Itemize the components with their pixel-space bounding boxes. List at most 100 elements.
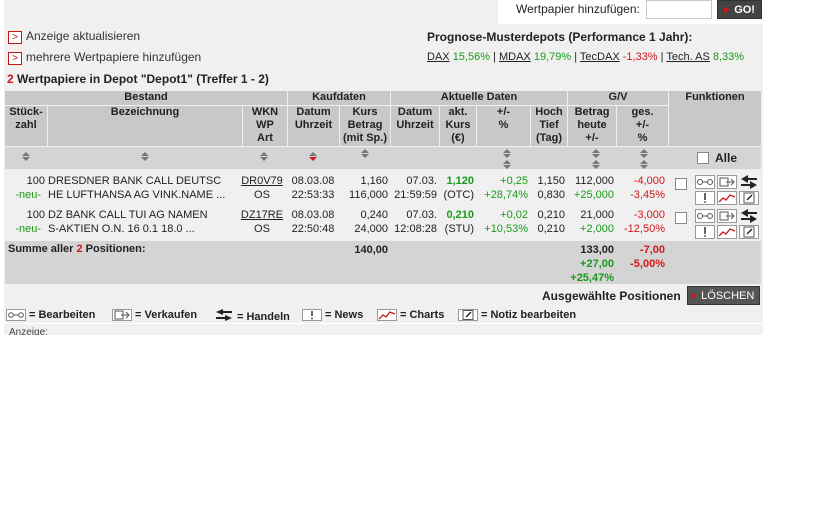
depot-title: 2 Wertpapiere in Depot "Depot1" (Treffer… (7, 72, 269, 86)
play-arrow-icon: ▶ (691, 291, 698, 300)
index-link-tech-as[interactable]: Tech. AS (666, 51, 710, 63)
note-edit-icon[interactable] (739, 225, 759, 239)
summary-ges-pct: -5,00% (630, 258, 665, 270)
note-edit-icon[interactable] (739, 191, 759, 205)
row-kauf-betrag: 24,000 (354, 223, 388, 235)
news-icon[interactable] (695, 225, 715, 239)
sort-arrows-icon[interactable] (640, 149, 649, 169)
row-akt-time: 12:08:28 (394, 223, 437, 235)
edit-icon[interactable] (695, 175, 715, 189)
col-header-wkn: WKN WP Art (243, 106, 287, 146)
group-header-bestand: Bestand (5, 91, 287, 105)
row-betrag-diff: +25,000 (573, 189, 614, 201)
summary-kauf-total: 140,00 (354, 244, 388, 256)
row-akt-date: 07.03. (406, 209, 437, 221)
col-header-plusminus: +/- % (477, 106, 530, 146)
row-diff: +0,25 (500, 175, 528, 187)
row-diff-pct: +28,74% (484, 189, 528, 201)
col-header-kauf-datum: Datum Uhrzeit (288, 106, 339, 146)
row-name-line2[interactable]: S-AKTIEN O.N. 16 0.1 18.0 ... (48, 223, 195, 235)
sort-arrows-icon[interactable] (260, 152, 269, 161)
row-select-checkbox[interactable] (675, 212, 687, 224)
arrow-right-icon: > (8, 51, 22, 65)
index-link-dax[interactable]: DAX (427, 51, 450, 63)
row-kauf-time: 22:50:48 (291, 223, 335, 235)
edit-icon[interactable] (695, 209, 715, 223)
row-betrag: 21,000 (580, 209, 614, 221)
sort-row (5, 147, 761, 169)
row-wkn-link[interactable]: DR0V79 (241, 175, 283, 187)
sort-arrows-icon[interactable] (592, 149, 601, 169)
refresh-link[interactable]: > Anzeige aktualisieren (8, 29, 140, 44)
legend-note: = Notiz bearbeiten (458, 307, 576, 321)
row-wkn-link[interactable]: DZ17RE (240, 209, 284, 221)
legend-charts-label: = Charts (400, 309, 445, 321)
row-ges: -4,000 (633, 175, 665, 187)
group-header-funktionen: Funktionen (669, 91, 761, 146)
sort-arrows-icon[interactable] (361, 149, 370, 158)
sell-icon[interactable] (717, 209, 737, 223)
legend-news: = News (302, 307, 363, 321)
divider (4, 323, 763, 324)
row-akt-time: 21:59:59 (394, 189, 437, 201)
index-link-mdax[interactable]: MDAX (498, 51, 531, 63)
col-header-hoch-tief: Hoch Tief (Tag) (531, 106, 567, 146)
chart-icon[interactable] (717, 225, 737, 239)
row-kauf-kurs: 0,240 (360, 209, 388, 221)
row-kauf-date: 08.03.08 (291, 209, 335, 221)
sort-arrows-active-icon[interactable] (309, 152, 318, 161)
index-value: 15,56% (452, 51, 490, 63)
col-header-akt-kurs: akt. Kurs (€) (440, 106, 476, 146)
sort-arrows-icon[interactable] (503, 149, 512, 169)
row-ges-pct: -3,45% (630, 189, 665, 201)
summary-label-post: Positionen: (85, 243, 146, 255)
col-header-stueckzahl: Stück- zahl (5, 106, 47, 146)
row-akt-kurs: 0,210 (446, 209, 474, 221)
row-tief: 0,210 (537, 223, 565, 235)
depot-title-text: Wertpapiere in Depot "Depot1" (Treffer 1… (17, 72, 269, 86)
row-name-line1[interactable]: DRESDNER BANK CALL DEUTSC (48, 175, 222, 187)
row-hoch: 1,150 (537, 175, 565, 187)
add-multiple-link[interactable]: > mehrere Wertpapiere hinzufügen (8, 50, 201, 65)
sell-icon[interactable] (717, 175, 737, 189)
index-value: 8,33% (712, 51, 745, 63)
col-header-ges: ges. +/- % (617, 106, 668, 146)
sort-arrows-icon[interactable] (141, 152, 150, 161)
separator: | (574, 51, 578, 63)
row-kauf-kurs: 1,160 (360, 175, 388, 187)
row-name-line2[interactable]: HE LUFTHANSA AG VINK.NAME ... (48, 189, 226, 201)
row-kauf-time: 22:53:33 (291, 189, 335, 201)
row-name-line1[interactable]: DZ BANK CALL TUI AG NAMEN (48, 209, 208, 221)
row-select-checkbox[interactable] (675, 178, 687, 190)
trade-icon[interactable] (739, 209, 759, 223)
sort-arrows-icon[interactable] (22, 152, 31, 161)
index-link-tecdax[interactable]: TecDAX (579, 51, 620, 63)
row-status: -neu- (15, 223, 41, 235)
refresh-link-label: Anzeige aktualisieren (26, 29, 141, 43)
separator: | (660, 51, 664, 63)
row-betrag-diff: +2,000 (580, 223, 614, 235)
edit-icon (6, 309, 26, 321)
select-all-checkbox[interactable] (697, 152, 709, 164)
add-security-input[interactable] (646, 0, 712, 19)
delete-button[interactable]: ▶ LÖSCHEN (687, 286, 760, 305)
trade-icon[interactable] (739, 175, 759, 189)
note-edit-icon (458, 309, 478, 321)
go-button[interactable]: ▶ GO! (717, 0, 762, 19)
summary-ges: -7,00 (639, 244, 665, 256)
legend-note-label: = Notiz bearbeiten (481, 309, 577, 321)
forecast-title: Prognose-Musterdepots (Performance 1 Jah… (427, 30, 693, 44)
depot-count: 2 (7, 72, 14, 86)
add-security-label: Wertpapier hinzufügen: (516, 2, 640, 16)
chart-icon[interactable] (717, 191, 737, 205)
delete-button-label: LÖSCHEN (701, 289, 755, 302)
legend-news-label: = News (325, 309, 364, 321)
summary-count: 2 (76, 243, 83, 255)
news-icon[interactable] (695, 191, 715, 205)
index-value: 19,79% (533, 51, 572, 63)
row-hoch: 0,210 (537, 209, 565, 221)
legend-charts: = Charts (377, 307, 444, 321)
col-header-kurs-betrag: Kurs Betrag (mit Sp.) (340, 106, 390, 146)
add-multiple-link-label: mehrere Wertpapiere hinzufügen (26, 50, 202, 64)
row-boerse: (STU) (444, 223, 474, 235)
